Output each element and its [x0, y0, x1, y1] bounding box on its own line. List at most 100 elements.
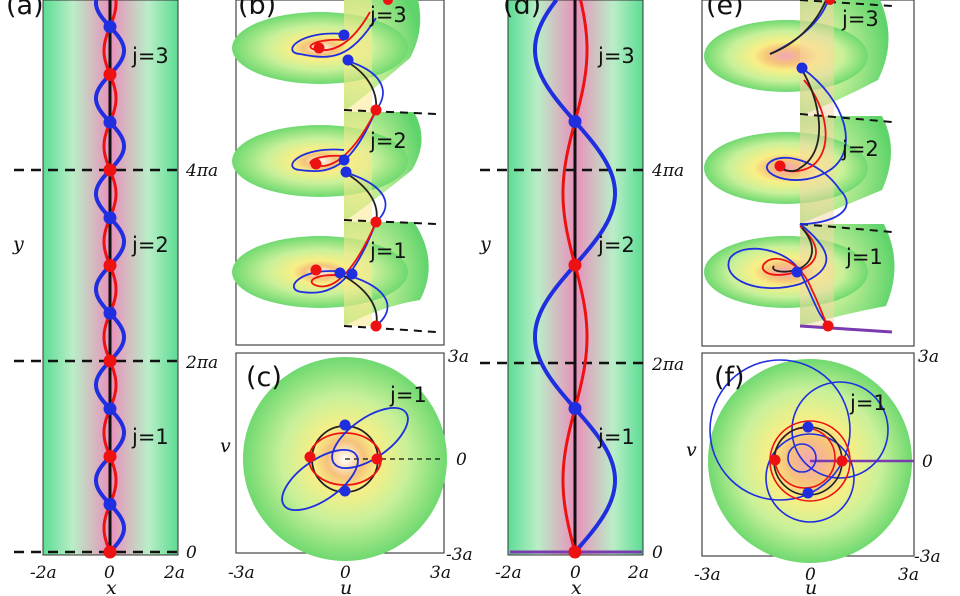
panel-f-curves: [709, 359, 889, 523]
panel-e-label-j1: j=1: [845, 245, 883, 269]
panel-c-blue-lobe: [281, 449, 359, 511]
panel-e-dash-0: [799, 0, 893, 7]
panel-e-red-loop-1: [761, 225, 829, 327]
panel-e: (e) j=3 j=2 j=1: [701, 0, 915, 347]
panel-a-xlabel: x: [106, 577, 117, 596]
panel-d-letter: (d): [503, 0, 541, 21]
panel-e-dash-1: [799, 113, 893, 123]
panel-c-utick-0: 0: [340, 563, 351, 583]
panel-b-dots: [310, 0, 393, 332]
panel-c-letter: (c): [246, 362, 282, 393]
panel-a: (a) j=3 j=2 j=1 4πa 2πa 0 y -2a 0 2a x: [6, 0, 218, 596]
panel-f-blue-dot: [802, 421, 814, 433]
panel-a-red-dot: [103, 545, 117, 559]
panel-b-blue-loop-1: [293, 221, 377, 294]
panel-a-label-j3: j=3: [131, 44, 169, 68]
panel-b: (b) j=3 j=2 j=1: [232, 0, 445, 346]
panel-f-blue-orbit: [765, 433, 855, 523]
panel-e-red-dot: [774, 160, 786, 172]
panel-d-xtick-0: 0: [570, 563, 581, 583]
panel-a-red-dot: [103, 163, 117, 177]
panel-f-utick-neg: -3a: [694, 565, 721, 585]
panel-d-ylabel: y: [479, 233, 491, 255]
panel-f-red-dot: [769, 454, 781, 466]
panel-f-vtick-bot: -3a: [914, 547, 941, 567]
panel-a-xtick-neg: -2a: [30, 563, 57, 583]
panel-b-blue-arc-3: [343, 59, 384, 111]
panel-c-vtick-mid: 0: [456, 450, 467, 470]
panel-a-blue-dot: [103, 20, 117, 34]
panel-a-ytick-2pi: 2πa: [185, 353, 218, 373]
panel-a-helix: [93, 0, 127, 559]
panel-a-blue-dot: [103, 497, 117, 511]
panel-e-red-dot: [825, 0, 835, 5]
panel-d-ytick-2pi: 2πa: [651, 355, 684, 375]
panel-c-red-dot: [304, 451, 316, 463]
panel-e-base: [799, 324, 893, 334]
panel-c-blue-lobe: [331, 407, 409, 469]
panel-e-dash-2: [799, 223, 893, 233]
panel-b-letter: (b): [238, 0, 276, 21]
panel-d: (d) j=3 j=2 j=1 4πa 2πa 0 y -2a 0 2a x: [479, 0, 684, 596]
panel-d-xtick-pos: 2a: [627, 563, 649, 583]
panel-d-red-dot: [568, 258, 582, 272]
panel-b-red-dot: [310, 264, 322, 276]
panel-a-red-dot: [103, 259, 117, 272]
panel-a-xtick-pos: 2a: [163, 563, 185, 583]
panel-d-blue-dot: [568, 402, 582, 415]
panel-e-red-dot: [822, 320, 834, 332]
panel-f-vtick-mid: 0: [922, 452, 933, 472]
panel-c-utick-pos: 3a: [430, 563, 451, 583]
panel-e-blue-dot: [796, 62, 808, 74]
panel-d-xlabel: x: [571, 577, 582, 596]
panel-b-blue-dot: [338, 154, 350, 166]
panel-b-red-dot: [370, 320, 382, 332]
panel-e-blue-loop-2: [766, 67, 848, 225]
panel-f-vtick-top: 3a: [918, 347, 939, 367]
panel-a-label-j2: j=2: [131, 233, 169, 257]
panel-b-blue-loop-2: [291, 109, 377, 172]
panel-f-vlabel: v: [686, 439, 697, 461]
panel-b-red-dot: [370, 216, 382, 228]
panel-f-letter: (f): [714, 362, 745, 393]
panel-f: (f) j=1 3a 0 -3a -3a 0 3a u v: [686, 347, 941, 596]
panel-b-dash-2: [343, 219, 437, 225]
panel-e-blue-dot: [791, 266, 803, 278]
panel-a-xtick-0: 0: [104, 563, 115, 583]
panel-c-vtick-top: 3a: [448, 347, 469, 367]
panel-d-red-curve: [561, 0, 589, 553]
panel-e-label-j2: j=2: [841, 137, 879, 161]
panel-b-label-j3: j=3: [369, 3, 407, 27]
panel-a-blue-dot: [103, 306, 117, 320]
panel-d-xtick-neg: -2a: [495, 563, 522, 583]
panel-c: (c) j=1 3a 0 -3a -3a 0 3a u v: [220, 347, 473, 596]
panel-a-blue-dot: [103, 402, 117, 416]
panel-b-blue-arc-1: [349, 275, 389, 327]
panel-a-red-dot: [103, 354, 117, 368]
panel-b-blue-dot: [334, 267, 346, 279]
panel-d-label-j2: j=2: [597, 233, 635, 257]
panel-a-blue-dot: [103, 211, 117, 225]
panel-b-red-dot: [370, 104, 382, 116]
panel-c-vlabel: v: [220, 435, 231, 457]
panel-a-blue-dot: [103, 115, 117, 129]
panel-f-blue-orbit: [709, 359, 851, 501]
panel-f-label-j1: j=1: [849, 391, 887, 415]
panel-b-dash-3: [343, 325, 437, 333]
panel-b-blue-loop-3: [291, 17, 377, 58]
panel-d-red-dot: [568, 545, 582, 559]
panel-f-red-dot: [836, 455, 848, 467]
panel-c-ulabel: u: [340, 577, 352, 596]
panel-b-blue-dot: [338, 29, 350, 41]
panel-b-red-loop-1: [310, 221, 377, 288]
panel-a-red-dot: [103, 450, 117, 463]
panel-d-label-j1: j=1: [597, 425, 635, 449]
panel-e-letter: (e): [706, 0, 744, 21]
panel-c-vtick-bot: -3a: [446, 545, 473, 565]
panel-b-red-dot: [310, 158, 322, 170]
panel-a-label-j1: j=1: [131, 425, 169, 449]
panel-c-blue-dot: [339, 485, 351, 497]
panel-f-blue-orbit: [791, 381, 889, 479]
panel-d-helix: [532, 0, 618, 559]
